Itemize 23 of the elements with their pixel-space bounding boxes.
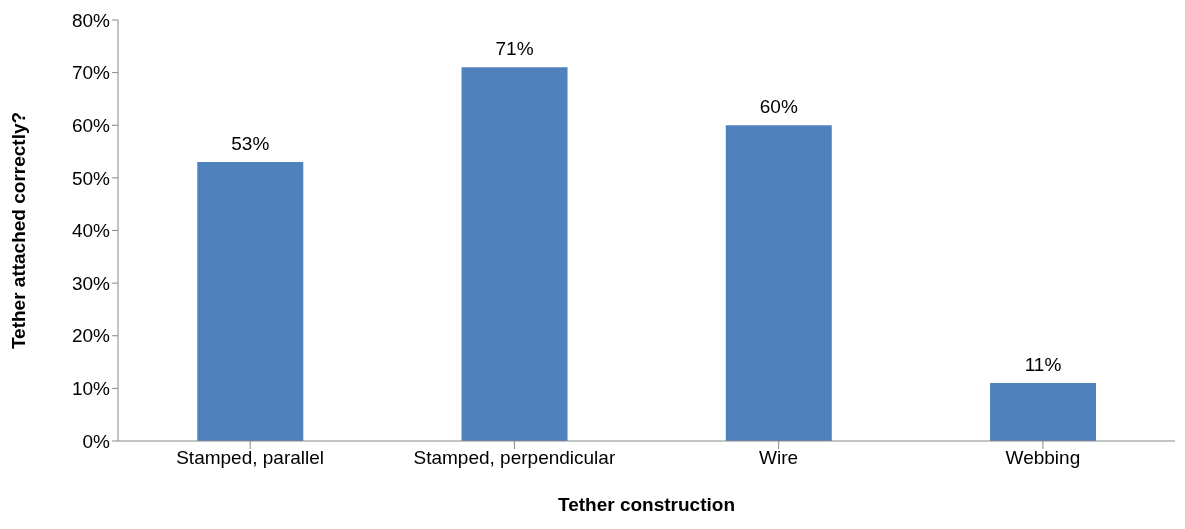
- x-axis-title: Tether construction: [558, 494, 735, 515]
- y-axis-title: Tether attached correctly?: [7, 111, 29, 350]
- bar: [197, 162, 304, 441]
- y-tick-label: 50%: [71, 167, 111, 189]
- y-tick-label: 60%: [71, 115, 111, 136]
- y-tick-label: 10%: [71, 378, 111, 400]
- y-tick-label: 40%: [71, 220, 111, 242]
- bar: [725, 125, 832, 441]
- bar: [461, 67, 568, 441]
- data-label: 60%: [759, 96, 798, 118]
- x-tick-label: Stamped, perpendicular: [413, 447, 616, 469]
- x-tick-label: Webbing: [1005, 447, 1081, 469]
- y-tick-label: 80%: [71, 9, 111, 31]
- y-tick-label: 20%: [71, 325, 111, 347]
- x-tick-label: Stamped, parallel: [176, 447, 325, 469]
- data-label: 53%: [231, 133, 270, 155]
- data-label: 71%: [495, 38, 534, 60]
- y-tick-label: 30%: [71, 272, 111, 294]
- bar: [990, 383, 1097, 441]
- y-tick-label: 0%: [82, 430, 111, 452]
- data-label: 11%: [1024, 354, 1062, 376]
- y-tick-label: 70%: [71, 62, 111, 84]
- x-tick-label: Wire: [759, 447, 799, 469]
